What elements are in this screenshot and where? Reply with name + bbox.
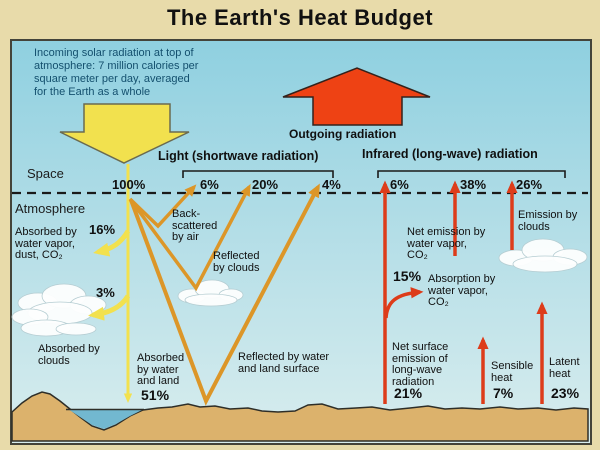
surface-reflect-label: Reflected by water and land surface [238, 351, 330, 375]
cloud-reflect-percent: 20% [252, 177, 279, 192]
longwave-absorption-arrow [384, 287, 424, 319]
sensible-heat-percent: 7% [493, 385, 514, 401]
net-surface-label: Net surface emission of long-wave radiat… [392, 341, 449, 388]
space-zone-label: Space [27, 166, 64, 181]
left-cloud [11, 283, 107, 337]
incoming-percent: 100% [112, 177, 146, 192]
longwave-absorption-percent: 15% [393, 268, 422, 284]
incoming-info-text: Incoming solar radiation at top of atmos… [34, 47, 199, 98]
center-cloud [177, 279, 244, 307]
infrared-section-header: Infrared (long-wave) radiation [362, 147, 538, 161]
backscatter-label: Back- scattered by air [172, 208, 218, 243]
cloud-emission-label: Emission by clouds [518, 209, 578, 233]
backscatter-arrow [128, 184, 197, 229]
light-section-header: Light (shortwave radiation) [158, 149, 319, 163]
absorption-label: Absorption by water vapor, CO₂ [428, 273, 496, 308]
backscatter-percent: 6% [200, 177, 219, 192]
net-emission-label: Net emission by water vapor, CO₂ [407, 226, 486, 261]
cloud-reflection-arrow [128, 183, 251, 292]
absorbed-vapor-percent: 16% [89, 222, 116, 237]
atmosphere-zone-label: Atmosphere [15, 201, 86, 216]
latent-heat-label: Latent heat [549, 356, 580, 380]
right-cloud [498, 238, 588, 273]
net-surface-percent: 21% [394, 385, 423, 401]
absorbed-surface-label: Absorbed by water and land [137, 352, 185, 387]
incoming-solar-arrow [59, 103, 190, 164]
page-title: The Earth's Heat Budget [166, 5, 434, 30]
vapor-emission-percent: 38% [460, 177, 487, 192]
longwave-space-percent: 6% [390, 177, 409, 192]
water-body [68, 409, 144, 429]
absorbed-by-air-arrow [93, 229, 131, 257]
absorbed-by-clouds-arrow [88, 294, 131, 321]
outgoing-radiation-arrow [282, 67, 431, 126]
sensible-heat-label: Sensible heat [491, 360, 534, 384]
surface-reflect-percent: 4% [322, 177, 341, 192]
surface-reflection-arrow [129, 183, 320, 406]
cloud-reflect-label: Reflected by clouds [213, 250, 260, 274]
absorbed-clouds-label: Absorbed by clouds [38, 343, 100, 367]
outgoing-radiation-label: Outgoing radiation [289, 127, 397, 141]
latent-heat-percent: 23% [551, 385, 580, 401]
cloud-emission-percent: 26% [516, 177, 543, 192]
absorbed-vapor-label: Absorbed by water vapor, dust, CO₂ [15, 226, 77, 261]
absorbed-surface-percent: 51% [141, 387, 170, 403]
infrared-section-bracket [377, 170, 566, 178]
absorbed-clouds-percent: 3% [96, 285, 115, 300]
light-section-bracket [182, 170, 334, 178]
